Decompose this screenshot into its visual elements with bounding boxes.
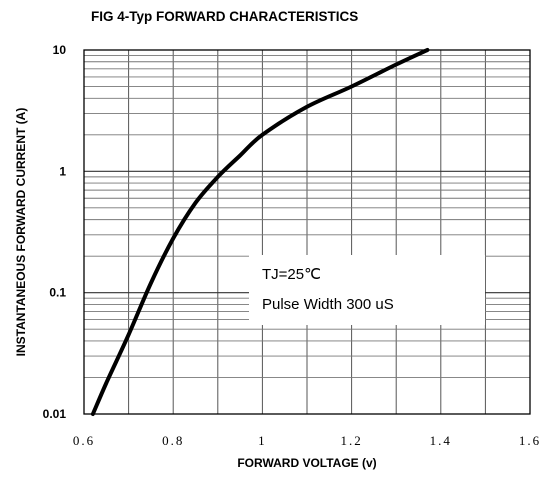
y-tick-label: 0.01	[43, 407, 67, 421]
x-tick-label: 1	[258, 433, 267, 448]
y-axis-label: INSTANTANEOUS FORWARD CURRENT (A)	[14, 108, 28, 357]
chart-title: FIG 4-Typ FORWARD CHARACTERISTICS	[91, 9, 358, 24]
x-tick-label: 1.2	[340, 433, 362, 448]
x-tick-label: 0.6	[73, 433, 95, 448]
data-series	[93, 50, 428, 414]
x-tick-label: 1.6	[519, 433, 541, 448]
y-tick-label: 1	[59, 164, 66, 178]
x-axis-label: FORWARD VOLTAGE (v)	[237, 456, 376, 470]
x-tick-label: 0.8	[162, 433, 184, 448]
forward-characteristic-curve	[93, 50, 428, 414]
x-tick-label: 1.4	[430, 433, 452, 448]
tick-labels: 0.6 0.8 1 1.2 1.4 1.6 0.01 0.1 1 10	[43, 43, 541, 448]
y-tick-label: 0.1	[49, 286, 66, 300]
y-tick-label: 10	[53, 43, 67, 57]
annotation-temperature: TJ=25℃	[262, 266, 321, 283]
annotation-pulse-width: Pulse Width 300 uS	[262, 296, 394, 313]
